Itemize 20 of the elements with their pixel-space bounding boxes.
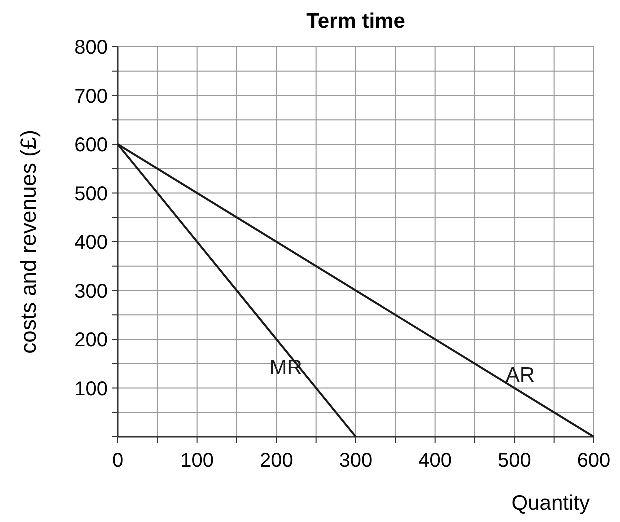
x-tick-label: 600 (577, 450, 611, 472)
x-axis-title: Quantity (512, 492, 590, 515)
x-tick-label: 0 (112, 450, 124, 472)
chart-title: Term time (306, 10, 406, 33)
x-tick-label: 400 (418, 450, 452, 472)
y-tick-label: 400 (74, 232, 108, 254)
y-tick-label: 200 (74, 330, 108, 352)
series-label: AR (506, 364, 536, 388)
y-tick-label: 700 (74, 86, 108, 108)
x-tick-label: 300 (339, 450, 373, 472)
y-tick-label: 800 (74, 37, 108, 59)
x-tick-label: 100 (180, 450, 214, 472)
x-tick-label: 500 (498, 450, 532, 472)
y-tick-label: 100 (74, 378, 108, 400)
y-tick-label: 300 (74, 280, 108, 303)
y-tick-label: 600 (74, 134, 108, 156)
y-tick-label: 500 (74, 183, 108, 206)
x-tick-label: 200 (260, 450, 294, 472)
y-axis-title: costs and revenues (£) (16, 130, 41, 354)
series-label: MR (270, 356, 302, 380)
